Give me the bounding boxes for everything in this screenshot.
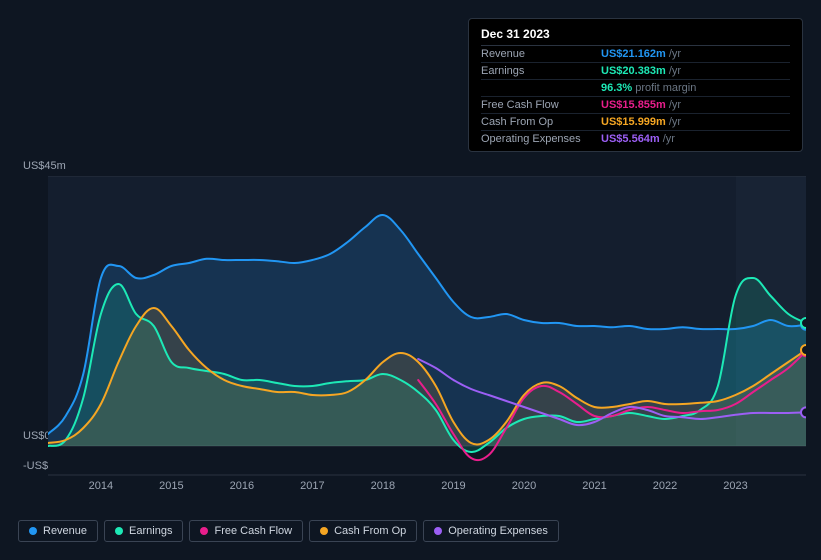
plot-area[interactable] <box>48 176 806 476</box>
legend-label: Operating Expenses <box>448 525 548 537</box>
xaxis-tick-label: 2019 <box>441 480 465 492</box>
tooltip-row: EarningsUS$20.383m/yr <box>481 63 790 80</box>
xaxis-tick-label: 2014 <box>89 480 113 492</box>
tooltip-metric-unit: /yr <box>669 116 681 128</box>
legend-item[interactable]: Free Cash Flow <box>189 520 303 542</box>
chart-legend: Revenue Earnings Free Cash Flow Cash From O… <box>18 520 559 542</box>
xaxis-tick-label: 2018 <box>371 480 395 492</box>
tooltip-metric-value: US$15.999m <box>601 116 666 128</box>
xaxis-tick-label: 2020 <box>512 480 536 492</box>
legend-item[interactable]: Revenue <box>18 520 98 542</box>
tooltip-date: Dec 31 2023 <box>481 27 790 46</box>
legend-dot <box>434 527 442 535</box>
xaxis-tick-label: 2022 <box>653 480 677 492</box>
tooltip-metric-value: US$20.383m <box>601 65 666 77</box>
yaxis-label-max: US$45m <box>23 160 66 172</box>
legend-label: Cash From Op <box>334 525 406 537</box>
tooltip-metric-label: Revenue <box>481 48 601 60</box>
tooltip-metric-unit: /yr <box>669 65 681 77</box>
tooltip-sub-value: 96.3% <box>601 82 632 94</box>
tooltip-metric-label: Earnings <box>481 65 601 77</box>
legend-dot <box>320 527 328 535</box>
tooltip-sub-label: profit margin <box>635 82 696 94</box>
tooltip-metric-unit: /yr <box>663 133 675 145</box>
legend-item[interactable]: Earnings <box>104 520 183 542</box>
legend-dot <box>200 527 208 535</box>
yaxis-label-zero: US$0 <box>23 430 51 442</box>
legend-dot <box>115 527 123 535</box>
xaxis-tick-label: 2016 <box>230 480 254 492</box>
tooltip-metric-value: US$21.162m <box>601 48 666 60</box>
tooltip-row: Cash From OpUS$15.999m/yr <box>481 114 790 131</box>
data-tooltip: Dec 31 2023 RevenueUS$21.162m/yrEarnings… <box>468 18 803 152</box>
legend-label: Revenue <box>43 525 87 537</box>
legend-label: Earnings <box>129 525 172 537</box>
xaxis-tick-label: 2021 <box>582 480 606 492</box>
tooltip-metric-label: Cash From Op <box>481 116 601 128</box>
tooltip-metric-value: US$15.855m <box>601 99 666 111</box>
financial-area-chart: US$45m US$0 -US$5m 201420152016201720182… <box>18 158 806 480</box>
tooltip-row: Free Cash FlowUS$15.855m/yr <box>481 97 790 114</box>
legend-label: Free Cash Flow <box>214 525 292 537</box>
legend-dot <box>29 527 37 535</box>
xaxis-tick-label: 2017 <box>300 480 324 492</box>
tooltip-metric-value: US$5.564m <box>601 133 660 145</box>
x-axis: 2014 2015 2016 2017 2018 2019 2020 2021 2022 2023 <box>48 480 806 498</box>
tooltip-row: 96.3%profit margin <box>481 80 790 97</box>
xaxis-tick-label: 2015 <box>159 480 183 492</box>
tooltip-metric-unit: /yr <box>669 48 681 60</box>
legend-item[interactable]: Cash From Op <box>309 520 417 542</box>
tooltip-metric-unit: /yr <box>669 99 681 111</box>
tooltip-row: Operating ExpensesUS$5.564m/yr <box>481 131 790 147</box>
legend-item[interactable]: Operating Expenses <box>423 520 559 542</box>
tooltip-metric-label: Operating Expenses <box>481 133 601 145</box>
tooltip-row: RevenueUS$21.162m/yr <box>481 46 790 63</box>
tooltip-metric-label: Free Cash Flow <box>481 99 601 111</box>
xaxis-tick-label: 2023 <box>723 480 747 492</box>
